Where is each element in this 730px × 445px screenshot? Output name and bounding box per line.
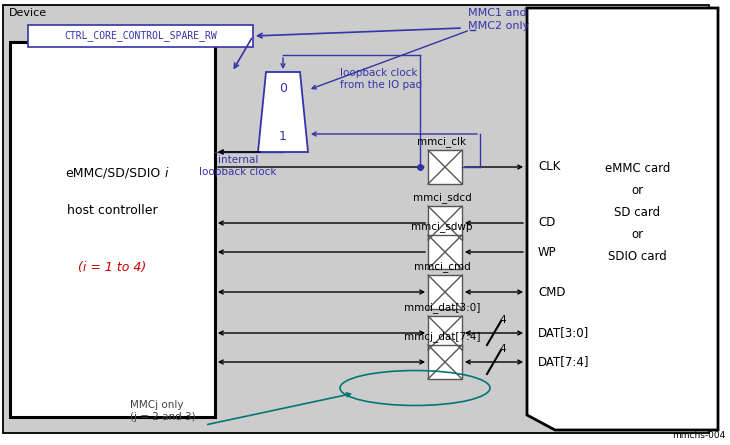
Text: CTRL_CORE_CONTROL_SPARE_RW: CTRL_CORE_CONTROL_SPARE_RW bbox=[64, 31, 217, 41]
Polygon shape bbox=[527, 8, 718, 430]
Text: mmcj_dat[7:4]: mmcj_dat[7:4] bbox=[404, 331, 480, 342]
Bar bbox=[28, 25, 253, 47]
Text: Device: Device bbox=[9, 8, 47, 18]
Text: mmci_dat[3:0]: mmci_dat[3:0] bbox=[404, 302, 480, 313]
Text: CLK: CLK bbox=[538, 161, 561, 174]
Text: mmci_cmd: mmci_cmd bbox=[414, 261, 470, 272]
Bar bbox=[428, 316, 462, 350]
Text: 0: 0 bbox=[279, 81, 287, 94]
Text: mmci_sdcd: mmci_sdcd bbox=[412, 192, 472, 203]
Bar bbox=[10, 42, 215, 417]
Bar bbox=[428, 235, 462, 269]
Text: host controller: host controller bbox=[67, 204, 158, 217]
Bar bbox=[428, 345, 462, 379]
Polygon shape bbox=[258, 72, 308, 152]
Text: 4: 4 bbox=[499, 315, 506, 325]
Text: MMCj only
(j = 2 and 3): MMCj only (j = 2 and 3) bbox=[130, 400, 196, 422]
Text: mmci_sdwp: mmci_sdwp bbox=[411, 221, 473, 232]
Text: loopback clock
from the IO pad: loopback clock from the IO pad bbox=[340, 68, 422, 90]
Text: MMC1 and
MMC2 only: MMC1 and MMC2 only bbox=[468, 8, 529, 31]
Bar bbox=[428, 275, 462, 309]
Text: internal
loopback clock: internal loopback clock bbox=[199, 155, 277, 178]
Text: mmchs-004: mmchs-004 bbox=[672, 431, 725, 440]
Text: 4: 4 bbox=[499, 344, 506, 354]
Text: eMMC card
or
SD card
or
SDIO card: eMMC card or SD card or SDIO card bbox=[605, 162, 670, 263]
Bar bbox=[428, 206, 462, 240]
Bar bbox=[428, 150, 462, 184]
Text: mmci_clk: mmci_clk bbox=[418, 136, 466, 147]
Text: eMMC/SD/SDIO: eMMC/SD/SDIO bbox=[65, 167, 160, 180]
Text: CMD: CMD bbox=[538, 286, 566, 299]
Text: DAT[7:4]: DAT[7:4] bbox=[538, 356, 590, 368]
Text: i: i bbox=[165, 167, 168, 180]
Text: DAT[3:0]: DAT[3:0] bbox=[538, 327, 589, 340]
Text: 1: 1 bbox=[279, 129, 287, 142]
Text: CD: CD bbox=[538, 217, 556, 230]
Text: (i = 1 to 4): (i = 1 to 4) bbox=[78, 260, 147, 274]
Text: WP: WP bbox=[538, 246, 556, 259]
